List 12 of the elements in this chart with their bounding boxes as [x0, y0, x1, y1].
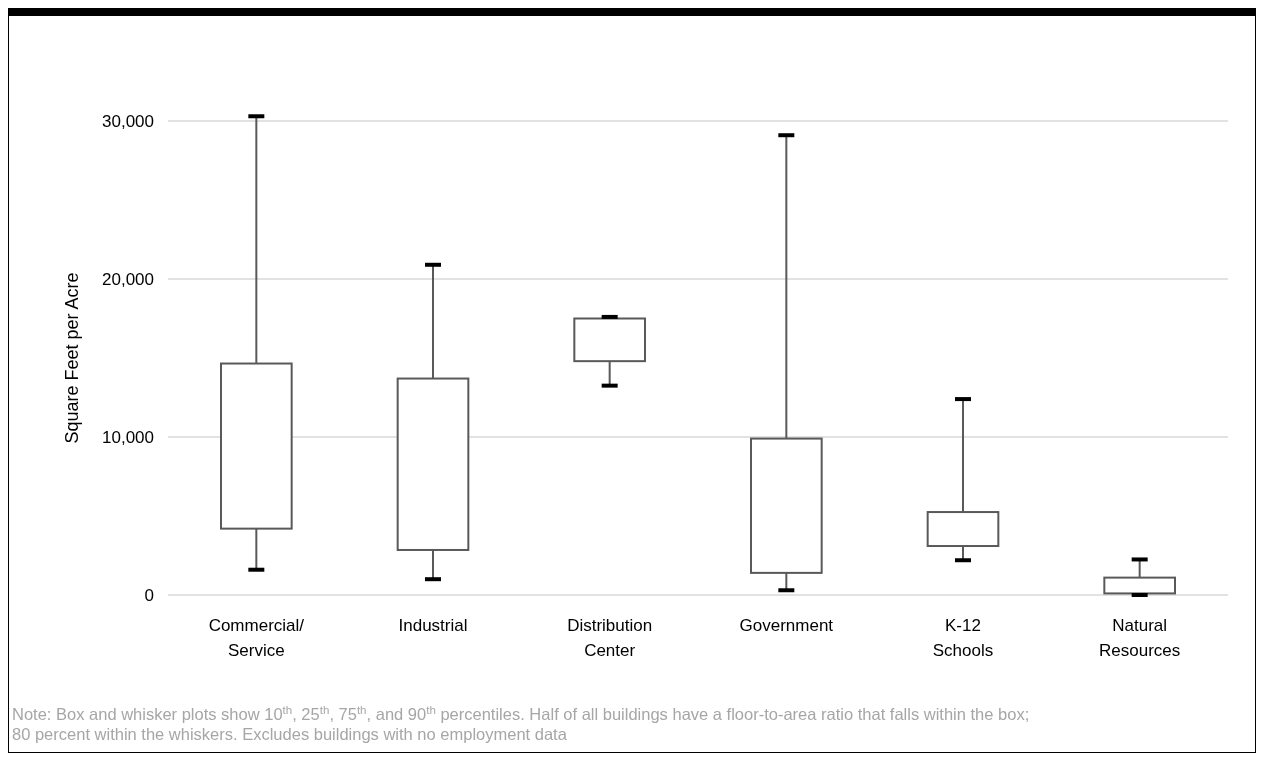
y-tick-label: 10,000 [102, 427, 154, 447]
x-tick-label: Industrial [398, 616, 468, 635]
x-tick-label: Commercial/ Service [208, 616, 305, 660]
x-tick-label: K-12 Schools [932, 616, 994, 660]
y-axis-title: Square Feet per Acre [62, 272, 82, 444]
y-tick-label: 20,000 [102, 269, 154, 289]
x-tick-label: Natural Resources [1099, 616, 1181, 660]
text: Note: Box and whisker plots show 10$^{th}$, 25$^{th}$, 75$^{th}$, and 90$^{th}$ percentiles. Half of all buildings have a floor-to-area ratio that falls within the box; 80 percent within the whiskers. Excludes buildings with no employment data [12, 704, 1030, 743]
x-tick-label: Government [739, 616, 834, 635]
y-tick-label: 30,000 [102, 111, 154, 131]
y-tick-label: 0 [144, 585, 154, 605]
x-tick-label: Distribution Center [567, 616, 653, 660]
